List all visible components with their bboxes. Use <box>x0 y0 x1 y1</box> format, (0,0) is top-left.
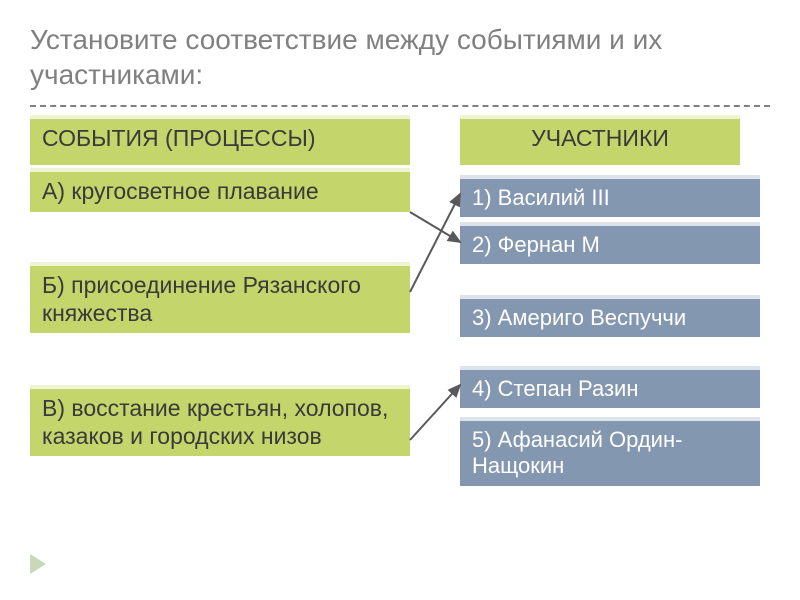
events-header: СОБЫТИЯ (ПРОЦЕССЫ) <box>30 115 410 165</box>
match-arrow <box>410 212 460 242</box>
page-title: Установите соответствие между событиями … <box>30 22 770 92</box>
participants-header: УЧАСТНИКИ <box>460 115 740 165</box>
participant-3[interactable]: 3) Америго Веспуччи <box>460 295 760 337</box>
participant-2[interactable]: 2) Фернан М <box>460 222 760 264</box>
participant-4[interactable]: 4) Степан Разин <box>460 366 760 408</box>
event-a[interactable]: А) кругосветное плавание <box>30 168 410 212</box>
match-arrow <box>410 194 460 292</box>
slide-bullet-icon <box>30 554 46 574</box>
title-divider <box>30 105 770 107</box>
participant-5[interactable]: 5) Афанасий Ордин-Нащокин <box>460 417 760 486</box>
event-v[interactable]: В) восстание крестьян, холопов, казаков … <box>30 385 410 456</box>
event-b[interactable]: Б) присоединение Рязанского княжества <box>30 262 410 333</box>
match-arrow <box>410 385 460 440</box>
participant-1[interactable]: 1) Василий III <box>460 175 760 217</box>
